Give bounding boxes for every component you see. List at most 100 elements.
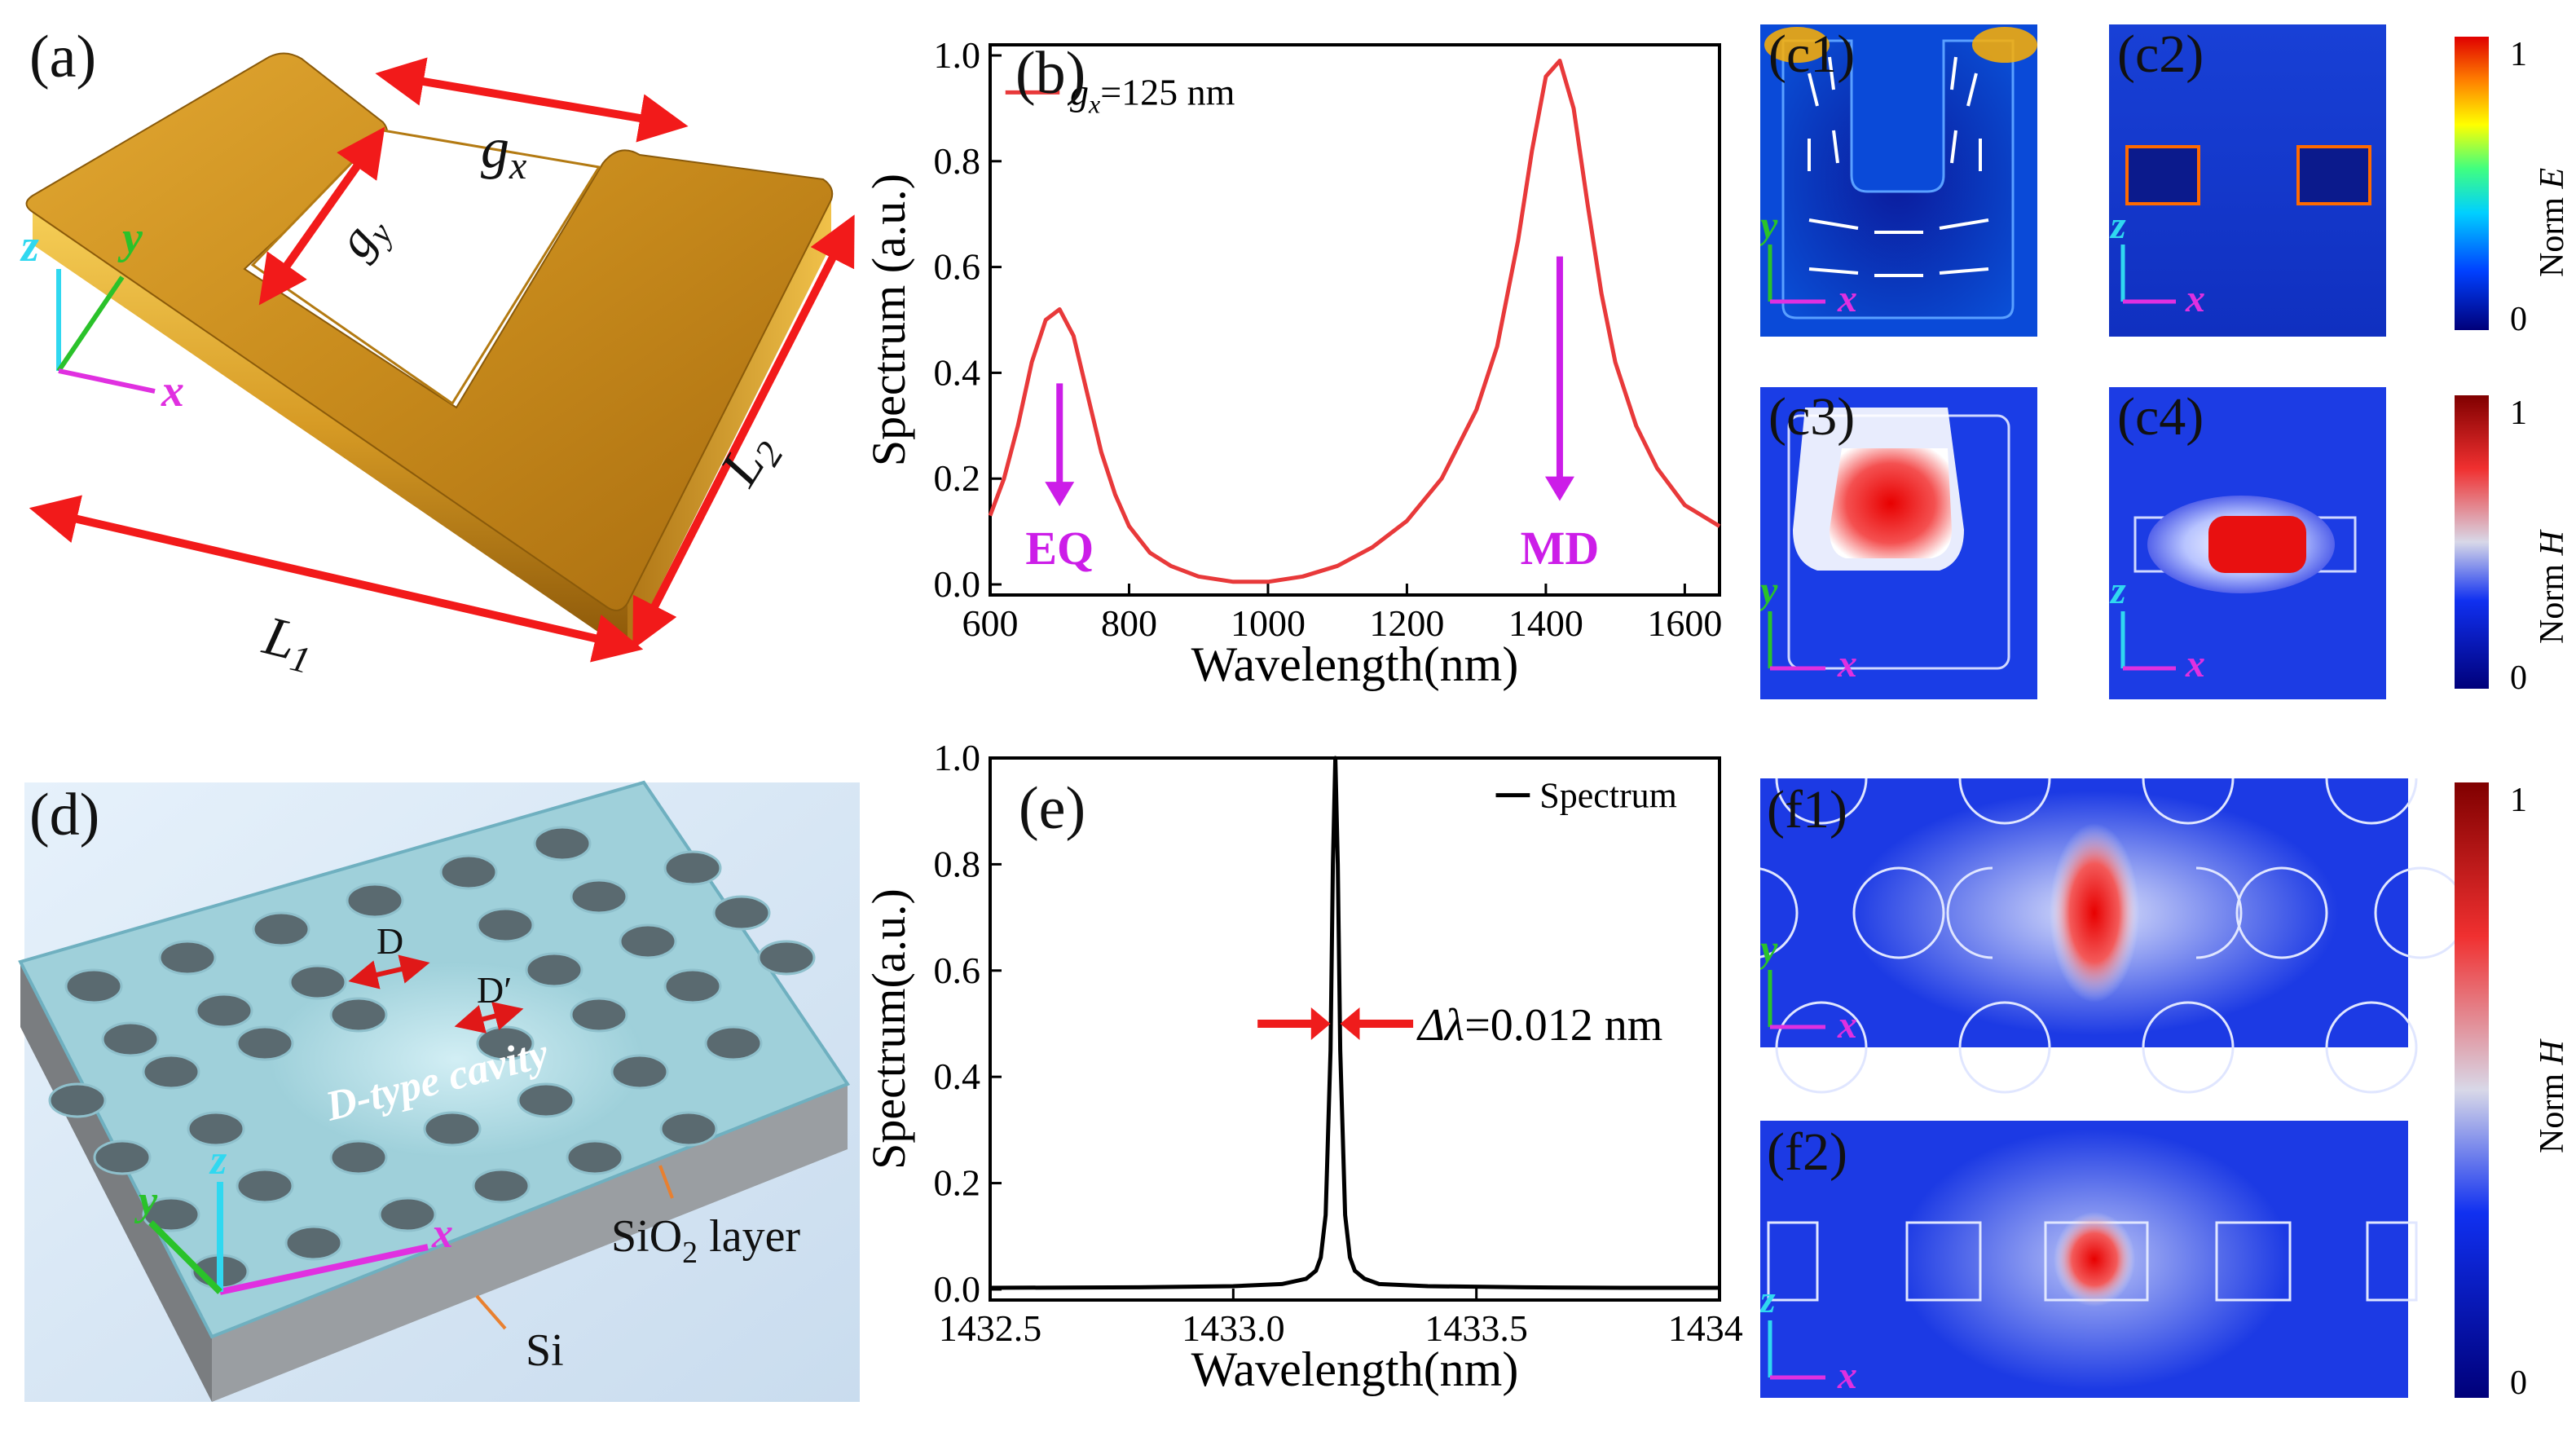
svg-text:z: z [2109,569,2126,612]
svg-text:x: x [1837,277,1857,320]
panel-d-label: (d) [29,782,100,848]
legend-rest: =125 nm [1100,71,1235,112]
axes-c4: zx [2109,569,2205,685]
annotation-arrow-head [1045,482,1075,507]
x-tick-label: 1400 [1508,602,1583,644]
axes-f1: yx [1756,928,1857,1047]
y-tick-label: 0.6 [934,950,981,991]
x-axis-label: x [161,366,184,416]
plot-frame [989,43,1721,597]
field-maps-c: (c1) (c2) (c3) (c4) yx [1756,24,2571,699]
panel-c3-label: (c3) [1768,387,1855,447]
svg-text:x: x [1837,1003,1857,1047]
colorbar-E-title: Norm E [2534,168,2571,277]
legend-sub: x [1088,89,1100,118]
x-axis-title: Wavelength(nm) [1191,1342,1519,1396]
y-tick-label: 0.0 [934,563,981,605]
annotation-label: MD [1521,522,1600,575]
d-x-label: x [431,1210,453,1257]
air-holes [48,826,816,1289]
y-tick-label: 0.4 [934,1056,981,1097]
y-tick-label: 0.2 [934,457,981,499]
gy-arrow [258,126,385,306]
colorbar-E-max: 1 [2510,36,2527,73]
plot-frame [989,756,1721,1302]
svg-text:y: y [1760,204,1778,247]
x-tick-label: 1000 [1231,602,1306,644]
si-label: Si [526,1325,564,1376]
svg-text:y: y [1760,928,1778,971]
axes-c3: yx [1756,569,1857,685]
L1-arrow [29,495,644,663]
fwhm-label: Δλ=0.012 nm [1416,1000,1662,1051]
panel-a: gx gy L1 L2 z y x (a) [0,0,856,717]
spectrum-chart-b: 600 800 1000 1200 1400 1600 0.0 0.2 0.4 0.6 0.8 1.0… [862,34,1722,691]
si-pointer [475,1294,507,1330]
y-axis-label: y [117,213,143,263]
d-z-label: z [209,1137,227,1183]
map-c4 [2109,387,2386,699]
fwhm-delta: Δλ [1416,1000,1464,1051]
x-tick-label: 1433.5 [1425,1307,1528,1349]
x-tick-label: 800 [1101,602,1157,644]
y-tick-label: 1.0 [934,34,981,76]
panel-a-label: (a) [29,24,97,90]
map-c2 [2109,24,2386,337]
x-tick-label: 600 [962,602,1019,644]
y-axis-arrow [56,275,125,372]
z-axis-label: z [20,221,39,271]
colorbar-H2-max: 1 [2510,782,2527,819]
fwhm-arrow-right-head [1340,1007,1360,1040]
panel-c1-label: (c1) [1768,24,1855,84]
colorbar-H2-title: Norm H [2534,1038,2571,1154]
legend-label: gx=125 nm [1070,71,1235,118]
y-tick-label: 0.8 [934,843,981,884]
fwhm-value: =0.012 nm [1464,1000,1662,1051]
colorbar-H1-title: Norm H [2534,529,2571,645]
panel-c2-label: (c2) [2117,24,2204,84]
series-line [989,756,1720,1290]
panel-e: 1432.5 1433.0 1433.5 1434.0 0.0 0.2 0.4 0.6 0.8 1… [862,734,1771,1446]
map-f1 [1706,732,2467,1094]
L1-label: L1 [256,604,321,681]
colorbar-E [2455,37,2489,330]
D-arrow [348,954,430,989]
sio2-pointer [658,1165,674,1199]
annotation-arrow-head [1544,476,1574,501]
y-tick-label: 0.4 [934,351,981,393]
colorbar-H1-min: 0 [2510,659,2527,697]
colorbar-E-min: 0 [2510,301,2527,338]
x-tick-label: 1433.0 [1182,1307,1285,1349]
x-tick-label: 1600 [1647,602,1722,644]
colorbar-H2-min: 0 [2510,1364,2527,1402]
Dprime-label: D′ [477,969,512,1011]
x-axis-arrow [58,368,156,394]
field-maps-f: (f1) (f2) yx zx 1 0 Norm H [1706,732,2571,1402]
axes-f2: zx [1759,1278,1857,1397]
svg-text:x: x [1837,642,1857,685]
legend-g: g [1070,71,1089,112]
x-tick-label: 1434.0 [1668,1307,1744,1349]
colorbar-H1-max: 1 [2510,394,2527,432]
d-x-axis-arrow [219,1244,429,1295]
gx-label: gx [481,117,526,187]
y-axis-title: Spectrum(a.u.) [864,888,915,1170]
panel-b-label: (b) [1015,40,1086,107]
slab-left-side [20,962,212,1402]
y-tick-label: 0.6 [934,246,981,288]
u-structure-figure: gx gy L1 L2 z y x [20,52,855,681]
map-c3 [1760,387,2037,699]
y-tick-label: 0.8 [934,140,981,182]
slab-front-side [212,1084,848,1402]
panel-d: D D′ D-type cavity x z y SiO2 layer Si (… [0,758,864,1410]
svg-text:x: x [2185,277,2205,320]
map-c1 [1760,24,2037,337]
gx-arrow [375,57,689,143]
colorbar-H1 [2455,395,2489,689]
svg-text:z: z [2109,204,2126,247]
colorbar-H2 [2455,782,2489,1398]
legend-label: Spectrum [1539,776,1677,816]
svg-text:z: z [1760,1278,1776,1321]
panel-b: 600 800 1000 1200 1400 1600 0.0 0.2 0.4 0.6 0.8 1.0… [862,0,1744,717]
